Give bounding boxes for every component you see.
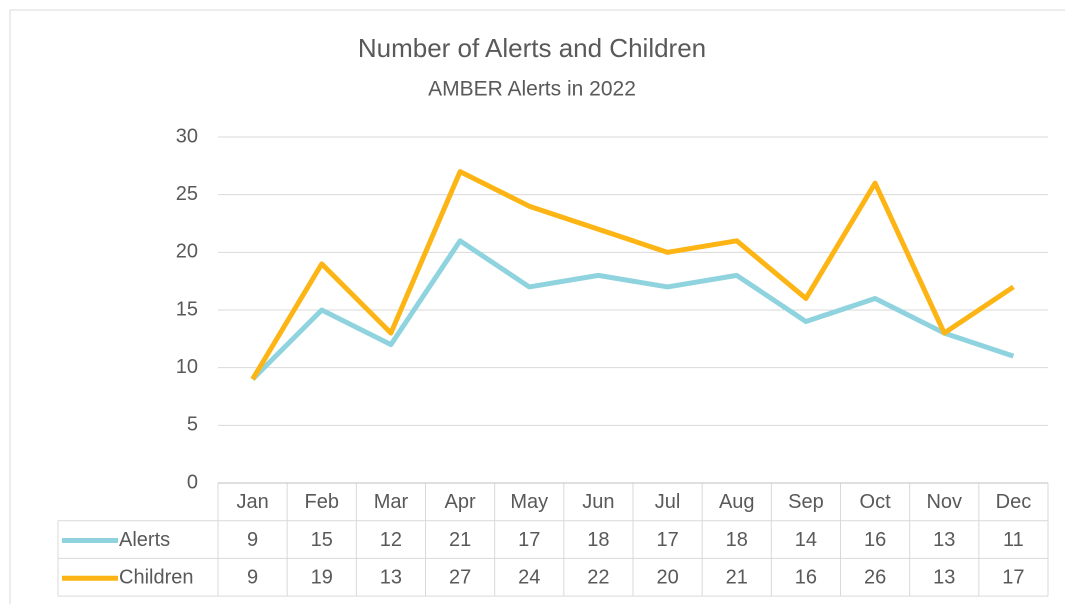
table-value: 16	[864, 529, 886, 551]
y-tick-label: 10	[176, 356, 198, 378]
x-tick-label: Apr	[445, 491, 476, 513]
x-tick-label: Jun	[582, 491, 614, 513]
table-value: 16	[795, 567, 817, 589]
series-line	[250, 238, 1015, 381]
y-tick-label: 20	[176, 241, 198, 263]
table-value: 17	[1002, 567, 1024, 589]
y-tick-label: 15	[176, 298, 198, 320]
x-tick-label: Mar	[374, 491, 409, 513]
x-tick-label: Sep	[788, 491, 824, 513]
table-value: 14	[795, 529, 817, 551]
table-value: 22	[587, 567, 609, 589]
table-value: 15	[311, 529, 333, 551]
table-value: 19	[311, 567, 333, 589]
table-value: 9	[247, 567, 258, 589]
x-tick-label: Feb	[305, 491, 339, 513]
table-value: 11	[1003, 529, 1024, 551]
legend-label: Children	[119, 567, 193, 589]
table-value: 13	[933, 529, 955, 551]
table-value: 24	[518, 567, 540, 589]
table-value: 18	[587, 529, 609, 551]
table-value: 18	[726, 529, 748, 551]
y-tick-label: 5	[187, 414, 198, 436]
chart-border	[9, 9, 1065, 604]
x-tick-label: Jan	[236, 491, 268, 513]
y-tick-label: 30	[176, 125, 198, 147]
table-value: 21	[449, 529, 471, 551]
table-value: 13	[933, 567, 955, 589]
table-value: 27	[449, 567, 471, 589]
chart-title: Number of Alerts and Children	[358, 33, 706, 63]
x-tick-label: Oct	[860, 491, 892, 513]
series-line	[250, 169, 1015, 381]
chart-subtitle: AMBER Alerts in 2022	[428, 78, 636, 101]
table-value: 21	[726, 567, 748, 589]
table-value: 9	[247, 529, 258, 551]
legend-label: Alerts	[119, 529, 170, 551]
table-value: 13	[380, 567, 402, 589]
x-tick-label: May	[510, 491, 548, 513]
x-tick-label: Dec	[996, 491, 1032, 513]
table-value: 12	[380, 529, 402, 551]
y-tick-label: 0	[187, 471, 198, 493]
x-tick-label: Nov	[926, 491, 962, 513]
x-tick-label: Aug	[719, 491, 755, 513]
table-value: 17	[656, 529, 678, 551]
x-tick-label: Jul	[655, 491, 681, 513]
table-value: 20	[656, 567, 678, 589]
table-value: 26	[864, 567, 886, 589]
table-value: 17	[518, 529, 540, 551]
y-tick-label: 25	[176, 183, 198, 205]
